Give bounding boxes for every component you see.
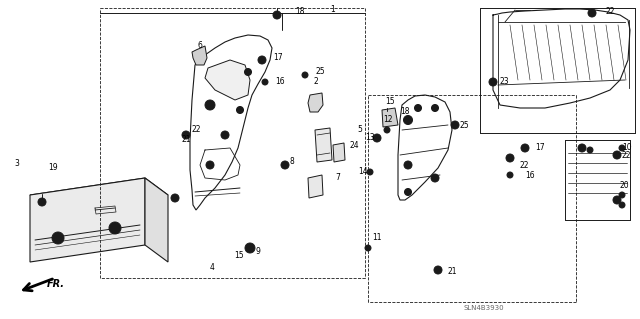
Text: 25: 25 xyxy=(460,121,470,130)
Circle shape xyxy=(613,151,621,159)
Polygon shape xyxy=(30,178,145,262)
Polygon shape xyxy=(192,46,207,65)
Circle shape xyxy=(244,69,252,76)
Polygon shape xyxy=(30,178,168,212)
Text: 6: 6 xyxy=(198,41,203,49)
Circle shape xyxy=(237,107,243,114)
Circle shape xyxy=(367,169,373,175)
Polygon shape xyxy=(308,93,323,112)
Circle shape xyxy=(302,72,308,78)
Text: 25: 25 xyxy=(315,68,324,77)
Text: 17: 17 xyxy=(273,54,283,63)
Circle shape xyxy=(619,145,625,151)
Circle shape xyxy=(245,243,255,253)
Circle shape xyxy=(38,198,46,206)
Polygon shape xyxy=(308,175,323,198)
Text: 21: 21 xyxy=(448,268,458,277)
Text: SLN4B3930: SLN4B3930 xyxy=(464,305,504,311)
Circle shape xyxy=(384,127,390,133)
Circle shape xyxy=(506,154,514,162)
Circle shape xyxy=(206,161,214,169)
Polygon shape xyxy=(333,143,345,162)
Text: 7: 7 xyxy=(335,174,340,182)
Circle shape xyxy=(451,121,459,129)
Text: 3: 3 xyxy=(14,159,19,167)
Text: 12: 12 xyxy=(383,115,392,124)
Circle shape xyxy=(52,232,64,244)
Circle shape xyxy=(434,266,442,274)
Text: 21: 21 xyxy=(182,136,191,145)
Circle shape xyxy=(431,105,438,112)
Circle shape xyxy=(619,202,625,208)
Circle shape xyxy=(221,131,229,139)
Text: 22: 22 xyxy=(192,125,202,135)
Text: 14: 14 xyxy=(358,167,367,176)
Circle shape xyxy=(489,78,497,86)
Circle shape xyxy=(431,174,439,182)
Circle shape xyxy=(613,196,621,204)
Text: 11: 11 xyxy=(372,234,381,242)
Circle shape xyxy=(373,134,381,142)
Circle shape xyxy=(365,245,371,251)
Polygon shape xyxy=(315,128,332,162)
Text: 18: 18 xyxy=(295,8,305,17)
Text: 17: 17 xyxy=(535,144,545,152)
Circle shape xyxy=(182,131,190,139)
Circle shape xyxy=(262,79,268,85)
Circle shape xyxy=(258,56,266,64)
Circle shape xyxy=(404,161,412,169)
Text: 22: 22 xyxy=(520,160,529,169)
Text: 24: 24 xyxy=(350,140,360,150)
Text: 1: 1 xyxy=(330,5,335,14)
Circle shape xyxy=(171,194,179,202)
Circle shape xyxy=(273,11,281,19)
Circle shape xyxy=(205,100,215,110)
Text: 5: 5 xyxy=(357,125,362,135)
Text: 16: 16 xyxy=(525,170,534,180)
Circle shape xyxy=(507,172,513,178)
Circle shape xyxy=(383,111,391,119)
Text: 16: 16 xyxy=(275,78,285,86)
Polygon shape xyxy=(190,35,272,210)
Circle shape xyxy=(588,9,596,17)
Polygon shape xyxy=(398,95,452,200)
Circle shape xyxy=(578,144,586,152)
Circle shape xyxy=(415,105,422,112)
Text: 20: 20 xyxy=(620,181,630,189)
Circle shape xyxy=(587,147,593,153)
Circle shape xyxy=(403,115,413,124)
Polygon shape xyxy=(382,108,398,127)
Text: 15: 15 xyxy=(385,98,395,107)
Text: 9: 9 xyxy=(255,248,260,256)
Text: FR.: FR. xyxy=(47,279,65,289)
Text: 23: 23 xyxy=(500,78,509,86)
Text: 10: 10 xyxy=(622,144,632,152)
Text: 22: 22 xyxy=(605,8,614,17)
Circle shape xyxy=(109,222,121,234)
Text: 8: 8 xyxy=(290,158,295,167)
Text: 13: 13 xyxy=(365,133,374,143)
Polygon shape xyxy=(205,60,250,100)
Text: 18: 18 xyxy=(400,108,410,116)
Circle shape xyxy=(281,161,289,169)
Circle shape xyxy=(404,189,412,196)
Text: 22: 22 xyxy=(622,151,632,160)
Text: 15: 15 xyxy=(234,250,244,259)
Text: 19: 19 xyxy=(48,164,58,173)
Circle shape xyxy=(521,144,529,152)
Polygon shape xyxy=(145,178,168,262)
Circle shape xyxy=(619,192,625,198)
Text: 2: 2 xyxy=(313,78,317,86)
Text: 4: 4 xyxy=(210,263,215,272)
